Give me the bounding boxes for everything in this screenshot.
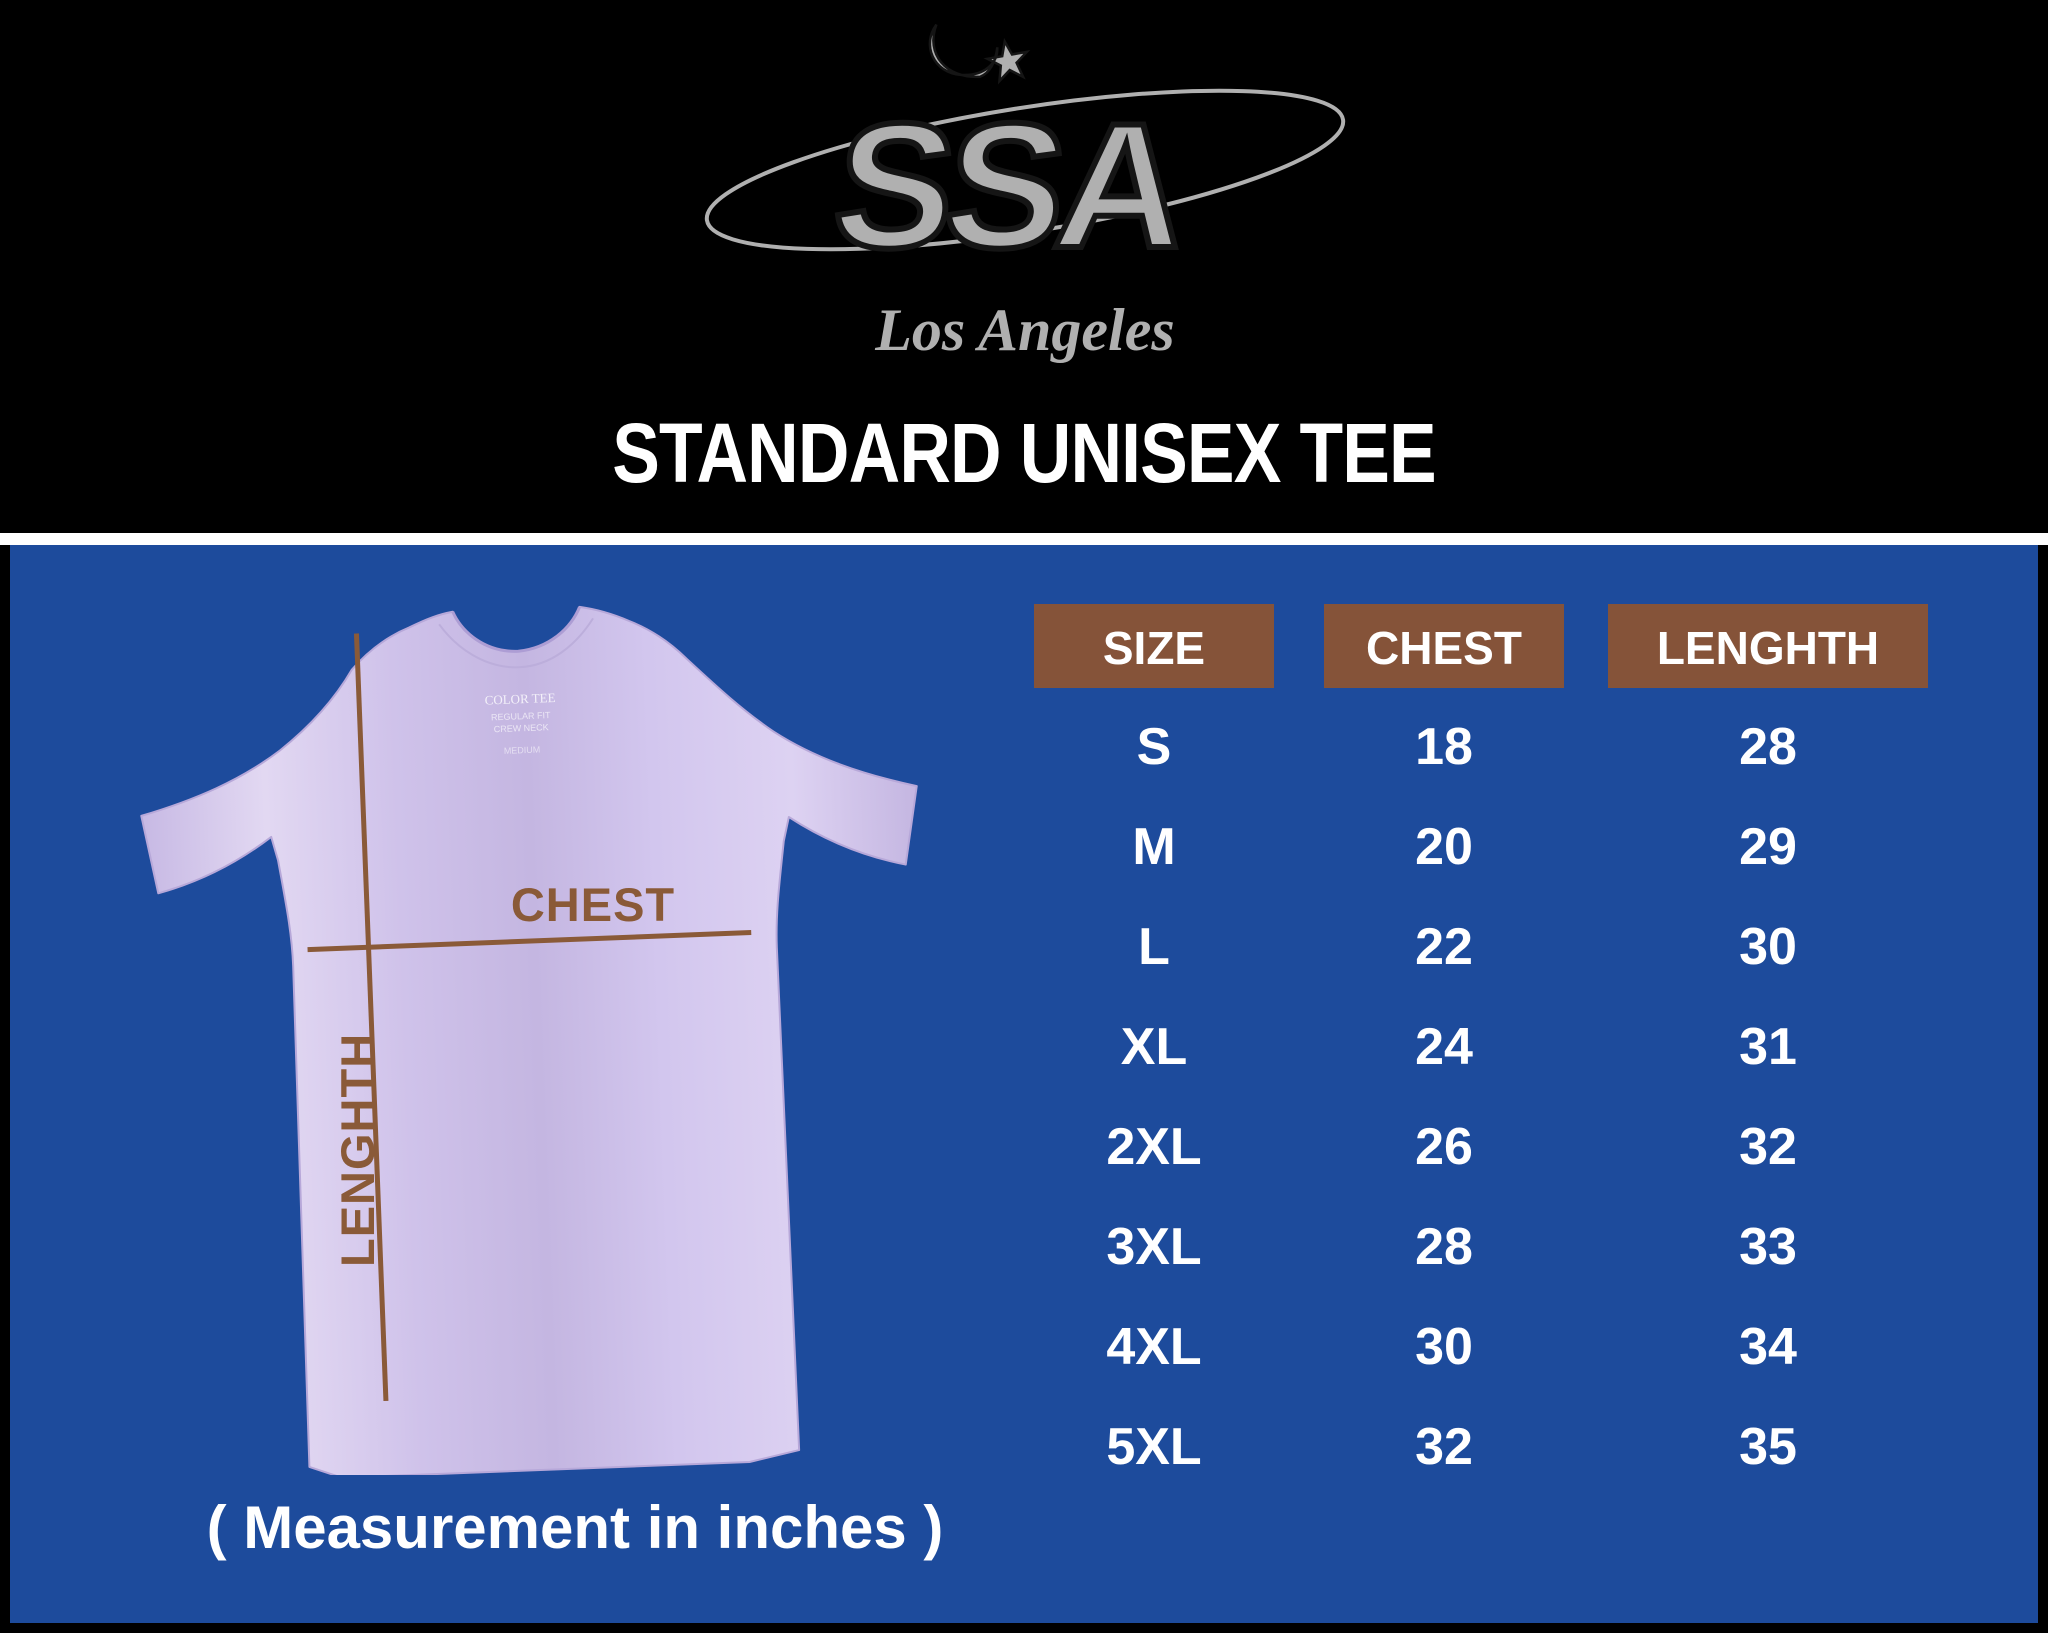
svg-text:SSA: SSA: [826, 85, 1193, 284]
svg-text:MEDIUM: MEDIUM: [504, 745, 541, 756]
svg-text:COLOR TEE: COLOR TEE: [484, 690, 555, 708]
svg-text:CREW NECK: CREW NECK: [494, 722, 549, 734]
svg-text:Los Angeles: Los Angeles: [874, 297, 1174, 363]
